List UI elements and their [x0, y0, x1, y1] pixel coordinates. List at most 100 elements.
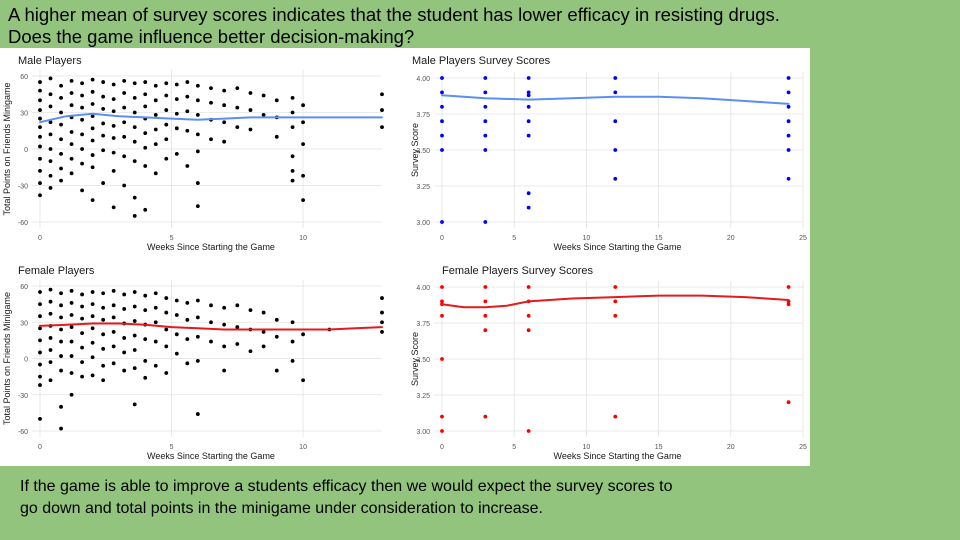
male-points-point-44 — [80, 188, 84, 193]
male-points-point-129 — [235, 86, 240, 91]
male-points-point-10 — [38, 181, 42, 185]
male-points-title: Male Players — [18, 55, 82, 67]
female-points-point-57 — [111, 303, 116, 308]
female-survey-point-20 — [613, 414, 618, 419]
female-points-point-31 — [69, 339, 74, 344]
heading-line-2: Does the game influence better decision-… — [8, 26, 415, 47]
male-points-point-18 — [48, 159, 53, 164]
female-points-point-38 — [80, 331, 84, 336]
female-survey-point-19 — [613, 313, 618, 318]
female-points-point-10 — [48, 287, 53, 292]
female-survey-ylabel: Survey Score — [410, 332, 420, 386]
male-points-point-51 — [90, 153, 95, 157]
male-points-point-117 — [195, 132, 200, 137]
female-points-point-48 — [90, 373, 95, 378]
male-survey-point-22 — [613, 76, 618, 80]
female-points-point-102 — [195, 359, 200, 363]
female-points-point-27 — [69, 288, 74, 293]
female-points-ytick-label-4: 60 — [20, 284, 28, 291]
male-points-point-11 — [38, 193, 42, 198]
male-points-point-140 — [290, 96, 295, 100]
male-points-ytick-label-1: -30 — [18, 184, 28, 191]
male-survey-point-9 — [483, 104, 488, 109]
female-survey-xtick-label-3: 15 — [655, 444, 663, 451]
female-points-point-72 — [132, 348, 137, 352]
male-survey-point-15 — [526, 90, 531, 95]
male-points-point-150 — [301, 198, 305, 203]
female-points-point-96 — [185, 317, 190, 322]
female-points-point-73 — [132, 366, 137, 371]
male-points-point-130 — [235, 105, 240, 110]
male-points-point-107 — [174, 126, 179, 131]
male-points-point-100 — [164, 108, 169, 112]
female-points-point-11 — [48, 299, 53, 304]
male-points-point-98 — [164, 81, 169, 86]
male-points-point-128 — [222, 139, 227, 144]
female-survey-point-9 — [483, 313, 488, 318]
male-points-point-125 — [222, 88, 227, 93]
male-points-point-21 — [59, 83, 63, 88]
male-points-point-54 — [101, 80, 106, 84]
male-points-point-136 — [261, 113, 266, 117]
male-points-point-86 — [143, 104, 148, 109]
female-points-point-112 — [235, 325, 240, 329]
male-survey-xtick-label-1: 5 — [512, 235, 516, 242]
female-points-point-1 — [38, 302, 42, 307]
male-points-point-70 — [122, 91, 127, 95]
female-survey-xtick-label-5: 25 — [799, 444, 807, 451]
female-points-point-90 — [164, 371, 169, 375]
female-survey-point-23 — [786, 302, 791, 307]
female-survey-point-18 — [613, 299, 618, 304]
female-survey-point-10 — [483, 328, 488, 333]
male-points-point-109 — [185, 80, 190, 84]
male-points-point-120 — [195, 204, 200, 209]
female-survey-xtick-label-4: 20 — [727, 444, 735, 451]
female-points-point-5 — [38, 350, 42, 355]
male-survey-point-10 — [483, 119, 488, 124]
male-points-point-122 — [209, 100, 213, 105]
female-points-point-117 — [261, 310, 266, 315]
male-points-point-8 — [38, 156, 42, 161]
male-points-point-56 — [101, 106, 106, 111]
female-points-point-107 — [222, 305, 227, 310]
male-points-point-29 — [69, 78, 74, 83]
male-points-point-94 — [153, 113, 158, 117]
female-points-point-2 — [38, 314, 42, 319]
male-survey-point-3 — [440, 119, 444, 124]
male-points-point-114 — [195, 83, 200, 88]
female-survey-point-11 — [483, 414, 488, 419]
female-points-ylabel: Total Points on Friends Minigame — [2, 292, 12, 425]
male-points-point-84 — [143, 80, 148, 84]
female-points-point-23 — [59, 354, 63, 358]
female-points-point-39 — [80, 345, 84, 350]
male-points-point-45 — [90, 77, 95, 82]
female-survey-ytick-label-0: 3.00 — [416, 429, 430, 436]
male-points-point-92 — [153, 83, 158, 88]
male-points-point-96 — [153, 142, 158, 147]
female-points-point-47 — [90, 355, 95, 360]
female-points-point-120 — [274, 317, 279, 322]
male-points-point-24 — [59, 122, 63, 127]
female-points-point-46 — [90, 340, 95, 345]
male-points-point-43 — [80, 161, 84, 166]
male-points-point-7 — [38, 144, 42, 149]
female-points-point-84 — [153, 339, 158, 344]
male-points-point-47 — [90, 102, 95, 106]
female-points-point-33 — [69, 371, 74, 375]
male-points-point-26 — [59, 151, 63, 156]
female-survey-point-3 — [440, 313, 444, 318]
female-survey-point-14 — [526, 313, 531, 318]
male-points-point-12 — [48, 76, 53, 81]
male-points-point-93 — [153, 98, 158, 103]
female-points-xtick-label-0: 0 — [38, 444, 42, 451]
female-points-point-78 — [143, 337, 148, 342]
male-points-point-137 — [274, 98, 279, 103]
male-points-point-41 — [80, 132, 84, 137]
female-points-point-44 — [90, 314, 95, 319]
male-points-point-143 — [290, 154, 295, 159]
female-points-point-59 — [111, 330, 116, 334]
female-survey-point-6 — [440, 429, 444, 433]
female-points-point-25 — [59, 404, 63, 409]
male-points-point-88 — [143, 131, 148, 136]
